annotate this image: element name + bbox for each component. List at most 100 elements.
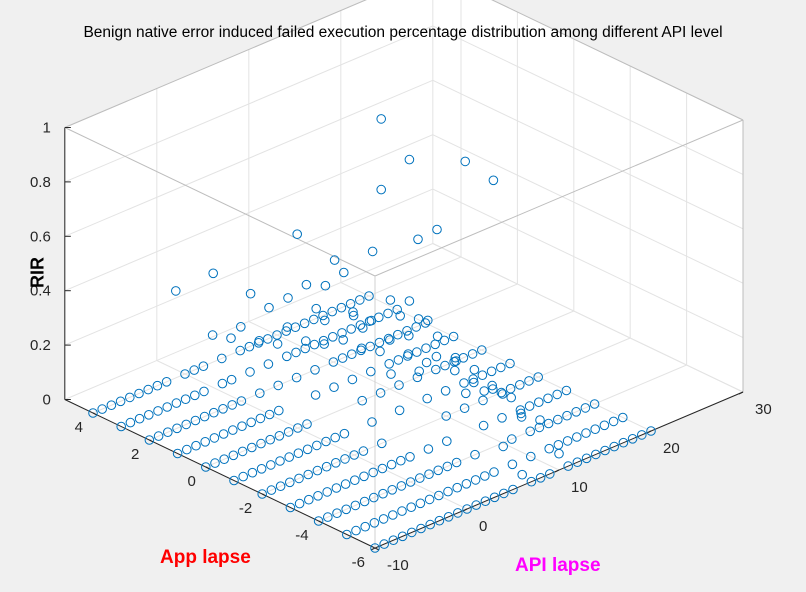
data-point xyxy=(609,441,620,452)
x-axis-line xyxy=(64,399,376,549)
y-tick xyxy=(646,430,652,434)
data-point xyxy=(562,436,573,446)
grid-wall-z xyxy=(432,25,744,175)
data-point xyxy=(360,521,371,532)
data-point xyxy=(404,296,415,306)
data-point xyxy=(441,411,452,421)
data-point xyxy=(255,413,266,424)
data-point xyxy=(471,500,482,510)
data-point xyxy=(237,421,247,432)
data-point xyxy=(431,364,441,375)
data-point xyxy=(217,378,228,389)
data-point xyxy=(331,483,342,493)
data-point xyxy=(553,414,563,425)
data-point xyxy=(524,401,535,411)
data-point xyxy=(162,402,172,412)
data-point xyxy=(394,380,404,390)
data-point xyxy=(219,454,229,465)
data-point xyxy=(228,450,239,461)
data-point xyxy=(283,427,294,437)
data-point xyxy=(368,467,379,478)
data-point xyxy=(404,330,414,341)
data-point xyxy=(562,410,572,421)
data-point xyxy=(385,335,395,345)
data-point xyxy=(506,392,517,403)
data-point xyxy=(172,448,183,459)
data-point xyxy=(459,403,470,414)
data-point xyxy=(563,461,574,471)
data-point xyxy=(339,428,350,439)
data-point xyxy=(453,508,463,518)
data-point xyxy=(424,494,435,505)
data-point xyxy=(144,435,155,445)
data-point xyxy=(468,374,479,384)
data-point xyxy=(369,492,379,503)
data-point xyxy=(415,498,426,509)
data-point xyxy=(302,444,313,455)
data-point xyxy=(395,311,406,321)
data-point xyxy=(310,365,320,375)
y-tick-label: 30 xyxy=(755,401,772,418)
data-point xyxy=(153,406,163,416)
data-point xyxy=(414,366,425,377)
data-point xyxy=(350,500,361,511)
data-point xyxy=(274,405,284,416)
data-point xyxy=(422,393,433,404)
data-point xyxy=(217,353,227,364)
data-point xyxy=(497,389,508,399)
data-point xyxy=(367,417,377,427)
data-point xyxy=(257,489,268,499)
data-point xyxy=(328,357,339,367)
data-point xyxy=(356,345,366,356)
grid-wall-z xyxy=(432,188,744,339)
data-point xyxy=(318,310,328,321)
data-point xyxy=(294,498,305,509)
data-point xyxy=(480,496,491,507)
data-point xyxy=(228,425,238,435)
data-point xyxy=(443,512,454,522)
data-point xyxy=(359,471,369,482)
data-point xyxy=(283,293,293,303)
data-point xyxy=(327,306,338,317)
data-point xyxy=(496,362,506,373)
data-point xyxy=(440,360,450,371)
data-point xyxy=(153,431,164,441)
data-point xyxy=(244,341,255,352)
chart-title: Benign native error induced failed execu… xyxy=(83,24,723,41)
data-point xyxy=(477,370,488,381)
data-point xyxy=(347,374,358,385)
data-point xyxy=(479,386,490,396)
data-point xyxy=(328,332,338,342)
data-point xyxy=(346,324,357,334)
data-point xyxy=(448,331,459,342)
data-point xyxy=(235,345,245,356)
data-point xyxy=(208,268,218,279)
data-point xyxy=(293,448,304,459)
data-point xyxy=(293,423,303,433)
data-point xyxy=(412,372,423,383)
data-point xyxy=(171,286,181,296)
data-point xyxy=(282,351,292,362)
data-point xyxy=(301,279,312,290)
data-point xyxy=(359,496,370,507)
data-point xyxy=(161,377,172,387)
data-point xyxy=(581,453,592,464)
data-point xyxy=(199,386,209,397)
data-point xyxy=(379,539,390,549)
data-point xyxy=(442,436,452,447)
data-point xyxy=(534,422,545,433)
data-point xyxy=(291,347,301,358)
data-point xyxy=(433,465,444,476)
data-point xyxy=(572,457,583,468)
data-point xyxy=(323,512,333,522)
data-point xyxy=(342,529,352,540)
data-point xyxy=(236,396,247,406)
data-point xyxy=(554,448,564,459)
data-point xyxy=(246,417,256,428)
data-point xyxy=(189,365,199,375)
data-point xyxy=(376,184,387,195)
data-point xyxy=(375,346,385,357)
data-point xyxy=(152,380,163,391)
data-point xyxy=(275,481,286,492)
data-point xyxy=(461,479,472,489)
